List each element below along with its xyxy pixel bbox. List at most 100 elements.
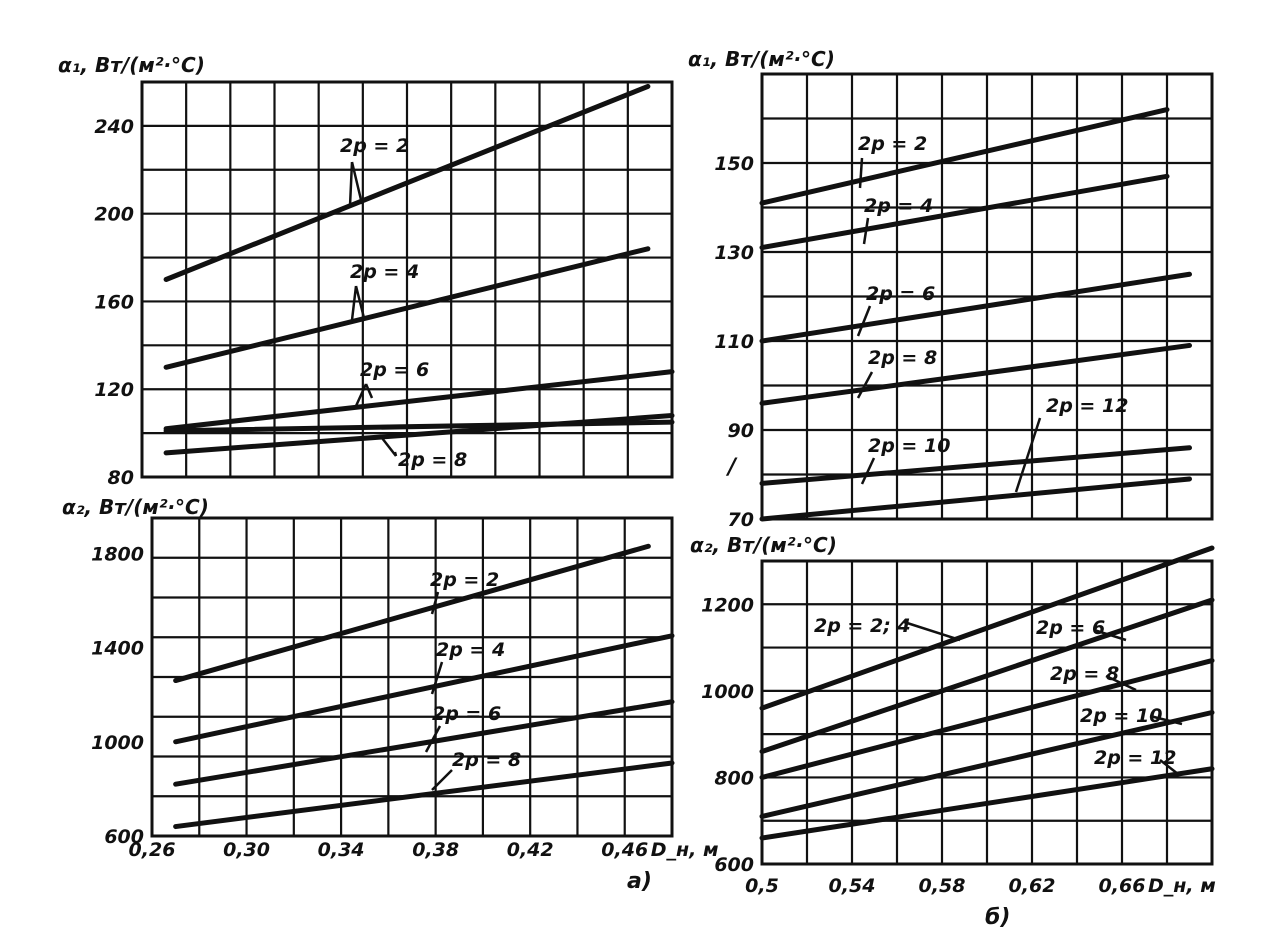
series-line xyxy=(759,710,1215,819)
label-leader xyxy=(860,457,876,485)
label-leader xyxy=(1105,674,1137,692)
x-tick-label: 0,42 xyxy=(507,839,554,861)
x-tick-label: 0,26 xyxy=(129,839,176,861)
label-leader xyxy=(424,725,442,753)
plot-frame xyxy=(760,72,1214,521)
label-leader xyxy=(856,371,874,399)
y-tick-label: 80 xyxy=(108,467,134,489)
label-leader xyxy=(903,620,961,642)
series-line xyxy=(759,597,1215,754)
y-tick-label: 120 xyxy=(94,379,134,401)
series-label: 2p = 2 xyxy=(858,133,927,155)
series-line xyxy=(163,83,651,282)
label-leader xyxy=(350,285,366,321)
series-line xyxy=(163,369,675,432)
grid xyxy=(762,561,1212,864)
y-tick-label: 1800 xyxy=(91,543,144,565)
label-leader xyxy=(1149,714,1183,726)
x-axis-label: D_н, м xyxy=(1148,875,1216,897)
y-tick-label: 1000 xyxy=(91,732,144,754)
plot-frame xyxy=(140,80,674,479)
y-tick-label: 200 xyxy=(94,204,134,226)
series-label: 2p = 4 xyxy=(350,261,419,283)
x-tick-label: 0,30 xyxy=(223,839,270,861)
series-label: 2p = 2 xyxy=(340,135,409,157)
series-line xyxy=(173,760,675,830)
series-label: 2p = 10 xyxy=(1080,705,1162,727)
caption-b: б) xyxy=(985,905,1010,930)
series-label: 2p = 8 xyxy=(868,347,937,369)
series-line xyxy=(759,107,1170,206)
grid xyxy=(152,518,672,836)
series-line xyxy=(759,271,1192,344)
y-tick-label: 800 xyxy=(714,767,754,789)
series-line xyxy=(173,633,675,745)
series-label: 2p = 12 xyxy=(1094,747,1176,769)
series-label: 2p = 6 xyxy=(432,703,501,725)
series-label: 2p = 10 xyxy=(868,435,950,457)
series-line xyxy=(759,766,1215,841)
series-label: 2p = 8 xyxy=(452,749,521,771)
y-tick-label: 1000 xyxy=(701,681,754,703)
series-line xyxy=(759,342,1192,406)
series-line xyxy=(759,476,1192,522)
series-line xyxy=(759,445,1192,486)
label-leader xyxy=(1093,628,1127,642)
y-tick-label: 90 xyxy=(728,420,754,442)
y-tick-label: 1400 xyxy=(91,638,144,660)
series-line xyxy=(759,658,1215,780)
y-tick-label: 70 xyxy=(728,509,754,531)
y-tick-label: 240 xyxy=(94,116,134,138)
grid xyxy=(142,82,672,477)
x-tick-label: 0,38 xyxy=(412,839,459,861)
series-line xyxy=(163,246,651,370)
series-line xyxy=(173,699,675,787)
label-leader xyxy=(354,383,374,407)
caption-a: а) xyxy=(627,869,652,894)
panel-a-top: α₁, Вт/(м²·°С) 240 200 160 120 80 2p = 2 2p = 4… xyxy=(58,53,675,489)
label-leader xyxy=(430,591,440,615)
y-tick-label: 160 xyxy=(94,291,134,313)
label-leader xyxy=(348,161,364,207)
y-axis-label: α₂, Вт/(м²·°С) xyxy=(690,533,837,557)
y-tick-label: 1200 xyxy=(701,594,754,616)
y-tick-label: 600 xyxy=(714,854,754,876)
series-label: 2p = 6 xyxy=(866,283,935,305)
series-label: 2p = 2 xyxy=(430,569,499,591)
series-label: 2p = 8 xyxy=(1050,663,1119,685)
series-line xyxy=(759,173,1170,251)
label-leader xyxy=(381,437,398,457)
y-tick-label: 130 xyxy=(714,242,754,264)
label-leader xyxy=(856,305,872,337)
y-tick-label: 110 xyxy=(714,331,754,353)
series-line xyxy=(759,545,1215,711)
series-label: 2p = 8 xyxy=(398,449,467,471)
y-tick-label: 150 xyxy=(714,153,754,175)
series-label: 2p = 2; 4 xyxy=(814,615,911,637)
series-label: 2p = 4 xyxy=(864,195,933,217)
y-axis-label: α₁, Вт/(м²·°С) xyxy=(58,53,205,77)
series-label: 2p = 4 xyxy=(436,639,505,661)
series-label: 2p = 6 xyxy=(360,359,429,381)
y-axis-label: α₁, Вт/(м²·°С) xyxy=(688,47,835,71)
series-line xyxy=(163,419,675,434)
x-tick-label: 0,66 xyxy=(1099,875,1146,897)
y-axis-label: α₂, Вт/(м²·°С) xyxy=(62,495,209,519)
x-tick-label: 0,5 xyxy=(745,875,779,897)
x-tick-label: 0,54 xyxy=(829,875,876,897)
y-tick-label: 600 xyxy=(104,826,144,848)
x-axis-label: D_н, м xyxy=(651,839,719,861)
series-line xyxy=(173,543,651,684)
label-leader xyxy=(431,769,453,791)
panel-b-top: α₁, Вт/(м²·°С) 150 130 110 90 70 2p = 2 2p = 4 2… xyxy=(688,47,1214,531)
x-tick-label: 0,58 xyxy=(919,875,966,897)
label-leader xyxy=(1014,417,1042,493)
x-tick-label: 0,34 xyxy=(318,839,365,861)
label-leader xyxy=(430,661,444,695)
plot-frame xyxy=(150,516,674,838)
series-label: 2p = 12 xyxy=(1046,395,1128,417)
stray-mark: / xyxy=(725,455,738,480)
x-tick-label: 0,46 xyxy=(601,839,648,861)
